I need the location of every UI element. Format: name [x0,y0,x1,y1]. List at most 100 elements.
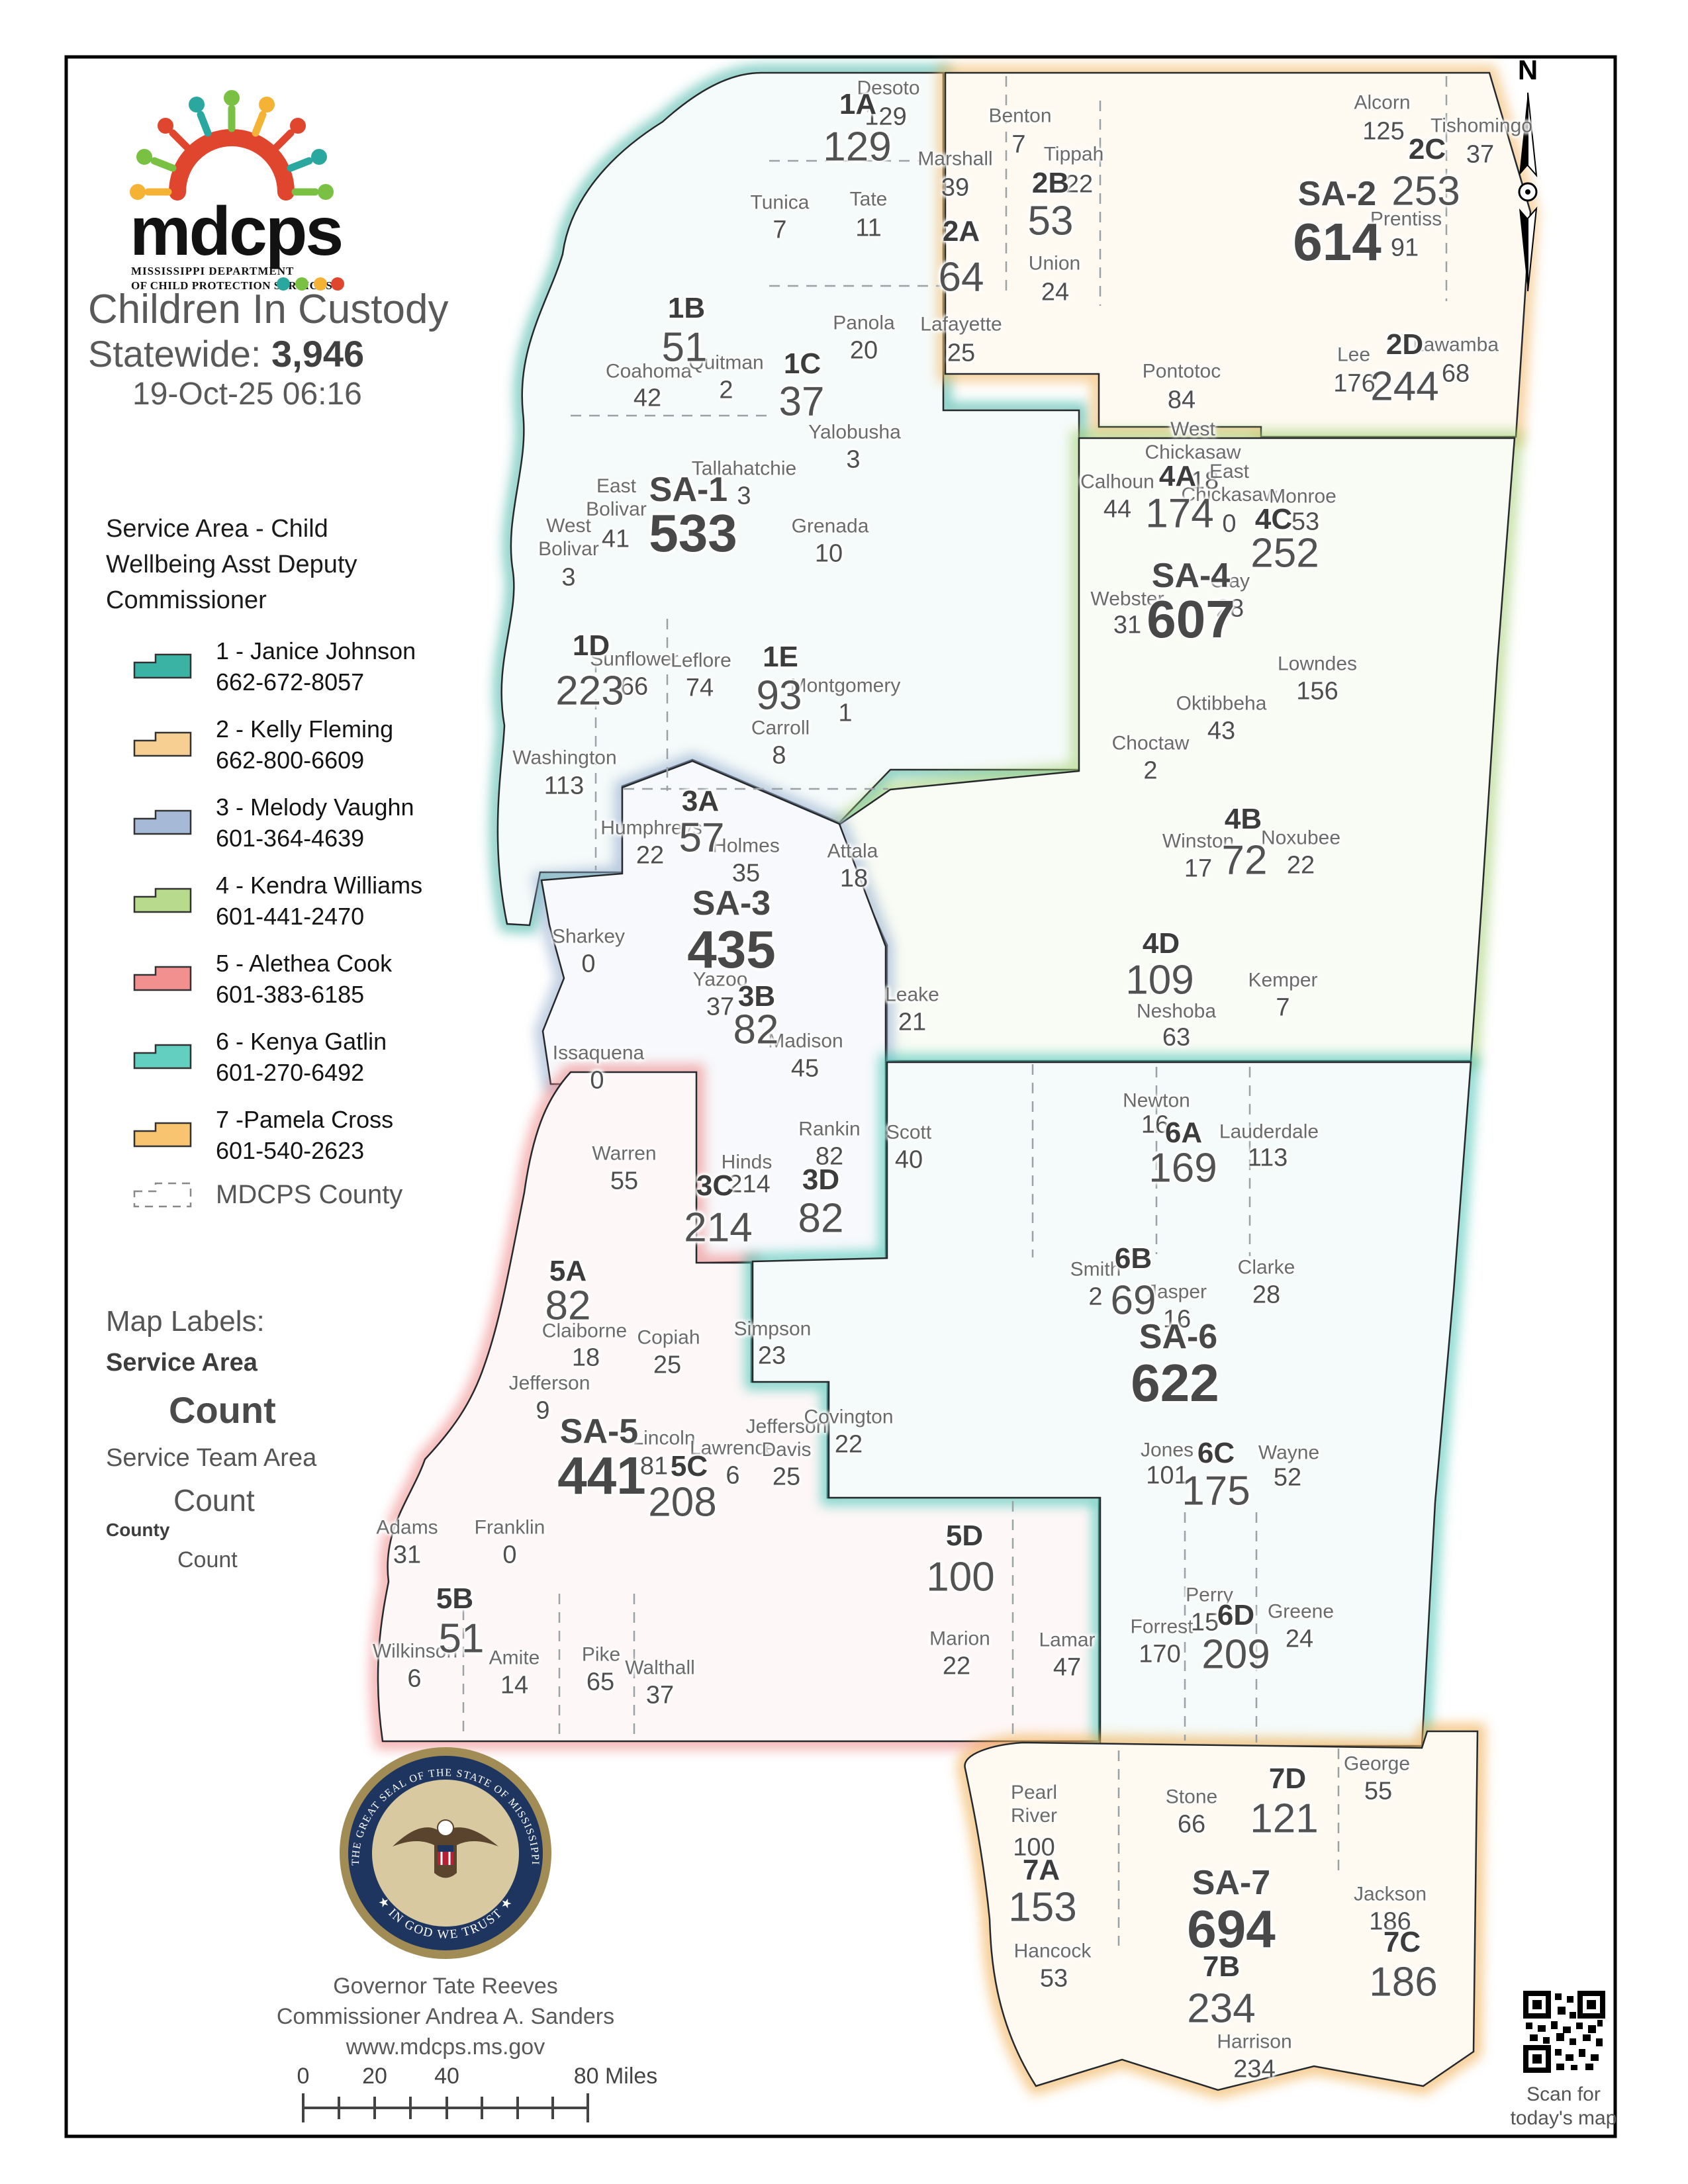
team-code: 7D [1268,1762,1307,1795]
team-count: 121 [1250,1796,1319,1842]
county-count: 82 [815,1142,844,1171]
county-count: 6 [726,1461,740,1490]
county-count: 25 [653,1351,682,1379]
county-count: 10 [814,539,843,568]
legend-swatch-icon [133,731,192,757]
county-name: Tunica [750,191,810,214]
county-name: Lawrence [689,1437,776,1459]
county-count: 66 [620,672,649,701]
county-name: Grenada [791,515,869,537]
team-count: 69 [1110,1277,1156,1324]
county-count: 17 [1184,854,1213,883]
sa-code: SA-1 [649,471,728,509]
team-code: 2A [942,215,980,248]
governor-line: Governor Tate Reeves [333,1974,558,1999]
county-name: Sunflower [590,648,679,670]
county-count: 25 [947,339,976,367]
statewide-total: Statewide: 3,946 [88,332,364,375]
sa-code: SA-6 [1139,1318,1218,1356]
county-name: Tippah [1043,143,1104,165]
legend-item-name: 4 - Kendra Williams [216,872,423,899]
page-frame [64,55,1617,2138]
county-name: Lincoln [632,1427,696,1449]
sa-count: 435 [687,920,776,979]
county-name: Benton [988,105,1052,127]
team-code: 6D [1217,1599,1255,1631]
county-count: 81 [639,1452,669,1480]
team-count: 253 [1391,168,1460,214]
region-sa7 [957,1723,1486,2099]
team-code: 5D [945,1520,984,1552]
county-name: Jefferson [508,1372,590,1394]
county-name: Walthall [625,1657,695,1679]
team-count: 82 [733,1007,779,1053]
county-name: Montgomery [790,674,901,697]
team-count: 82 [798,1195,844,1242]
county-count: 45 [790,1054,820,1083]
legend-item-name: 2 - Kelly Fleming [216,715,394,743]
map-label-team-count: Count [173,1483,255,1518]
county-count: 7 [1011,130,1026,159]
county-name: Tishomingo [1430,114,1532,137]
county-name: Jackson [1353,1883,1427,1905]
county-name: Humphreys [600,817,702,839]
team-code: 5A [549,1255,587,1287]
team-count: 51 [661,324,708,371]
legend-county-label: MDCPS County [216,1180,403,1209]
team-count: 72 [1221,837,1268,884]
county-count: 113 [543,772,585,800]
county-count: 37 [645,1681,675,1709]
county-name: Copiah [637,1326,700,1349]
county-count: 15 [1190,1608,1219,1637]
county-count: 8 [772,741,786,770]
county-boundaries [462,76,1448,1946]
county-count: 55 [610,1167,639,1195]
team-code: 5C [670,1450,708,1482]
county-count: 55 [1364,1777,1393,1805]
team-code: 6C [1197,1437,1235,1469]
county-name: Perry [1186,1584,1233,1606]
team-count: 174 [1145,490,1214,537]
county-name: George [1343,1752,1411,1775]
team-count: 208 [648,1479,717,1525]
county-count: 7 [1276,993,1290,1022]
team-count: 82 [545,1283,591,1329]
county-count: 11 [855,214,882,242]
county-name: Lauderdale [1219,1120,1319,1143]
team-code: 6B [1114,1242,1152,1275]
county-count: 24 [1285,1625,1314,1653]
county-count: 16 [1141,1111,1170,1139]
scale-tick-0: 0 [297,2064,310,2089]
county-count: 22 [1286,851,1315,880]
team-count: 169 [1149,1145,1217,1191]
county-count: 42 [633,384,662,412]
county-name: Wilkinson [372,1640,458,1662]
team-count: 153 [1008,1884,1077,1931]
county-name: Marion [929,1627,990,1650]
mississippi-seal: THE GREAT SEAL OF THE STATE OF MISSISSIP… [340,1747,551,1959]
logo-subtitle-1: MISSISSIPPI DEPARTMENT [131,265,294,277]
county-count: 0 [581,950,596,978]
county-name: Yalobusha [808,421,901,443]
county-count: 28 [1215,594,1244,623]
map-label-team-area: Service Team Area [106,1444,317,1472]
scale-tick-40: 40 [434,2064,459,2089]
legend-item-phone: 601-540-2623 [216,1137,365,1164]
county-name: Noxubee [1260,827,1341,849]
legend-item-name: 1 - Janice Johnson [216,637,416,664]
county-name: Rankin [798,1118,861,1140]
region-sa2 [937,65,1539,445]
county-name: Prentiss [1370,208,1442,230]
team-code: 3C [696,1169,734,1202]
county-count: 101 [1146,1461,1188,1490]
county-name: Leflore [671,649,731,672]
team-code: 4D [1142,927,1180,960]
county-name: Kemper [1248,969,1318,991]
team-count: 53 [1027,198,1074,244]
county-count: 47 [1053,1653,1082,1682]
team-code: 1B [667,292,706,324]
team-code: 1A [839,88,877,120]
team-code: 7A [1022,1854,1060,1886]
county-count: 91 [1390,234,1419,262]
team-code: 7B [1202,1950,1241,1983]
